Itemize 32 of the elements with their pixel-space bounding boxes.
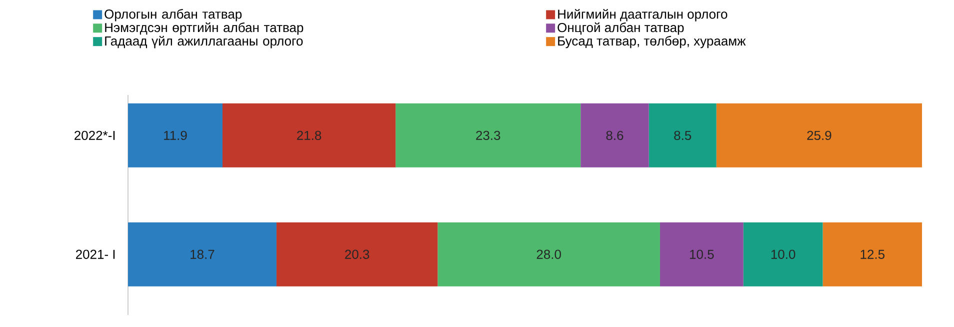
y-tick-label: 2022*-I [74,130,115,140]
bar [822,222,922,286]
bar [743,222,823,286]
data-label: 11.9 [164,130,187,140]
data-label: 28.0 [536,250,561,259]
bar [580,103,649,168]
legend-label: Бусад татвар, төлбөр, хураамж [558,36,746,48]
data-label: 20.3 [345,250,370,259]
bar [276,222,438,286]
bar [396,103,581,168]
bar [222,103,396,168]
bar [716,103,922,168]
legend-label: Орлогын албан татвар [104,9,242,22]
bar [128,103,222,168]
data-label: 18.7 [190,250,214,259]
y-tick-label: 2021- I [76,250,115,259]
data-label: 8.6 [606,130,624,140]
data-label: 21.8 [297,130,322,140]
legend-label: Нийгмийн даатгалын орлого [558,8,728,22]
data-label: 12.5 [860,250,884,259]
data-label: 10.0 [771,250,796,259]
legend-label: Гадаад үйл ажиллагааны орлого [105,36,303,48]
bar [660,222,744,286]
bar [128,222,276,286]
data-label: 8.5 [674,130,692,140]
bar [648,103,716,168]
bar [438,222,660,286]
data-label: 23.3 [476,130,500,140]
data-label: 10.5 [690,250,714,259]
data-label: 25.9 [807,130,832,140]
legend-label: Онцгой албан татвар [558,22,684,35]
legend-label: Нэмэгдсэн өртгийн албан татвар [105,22,304,35]
